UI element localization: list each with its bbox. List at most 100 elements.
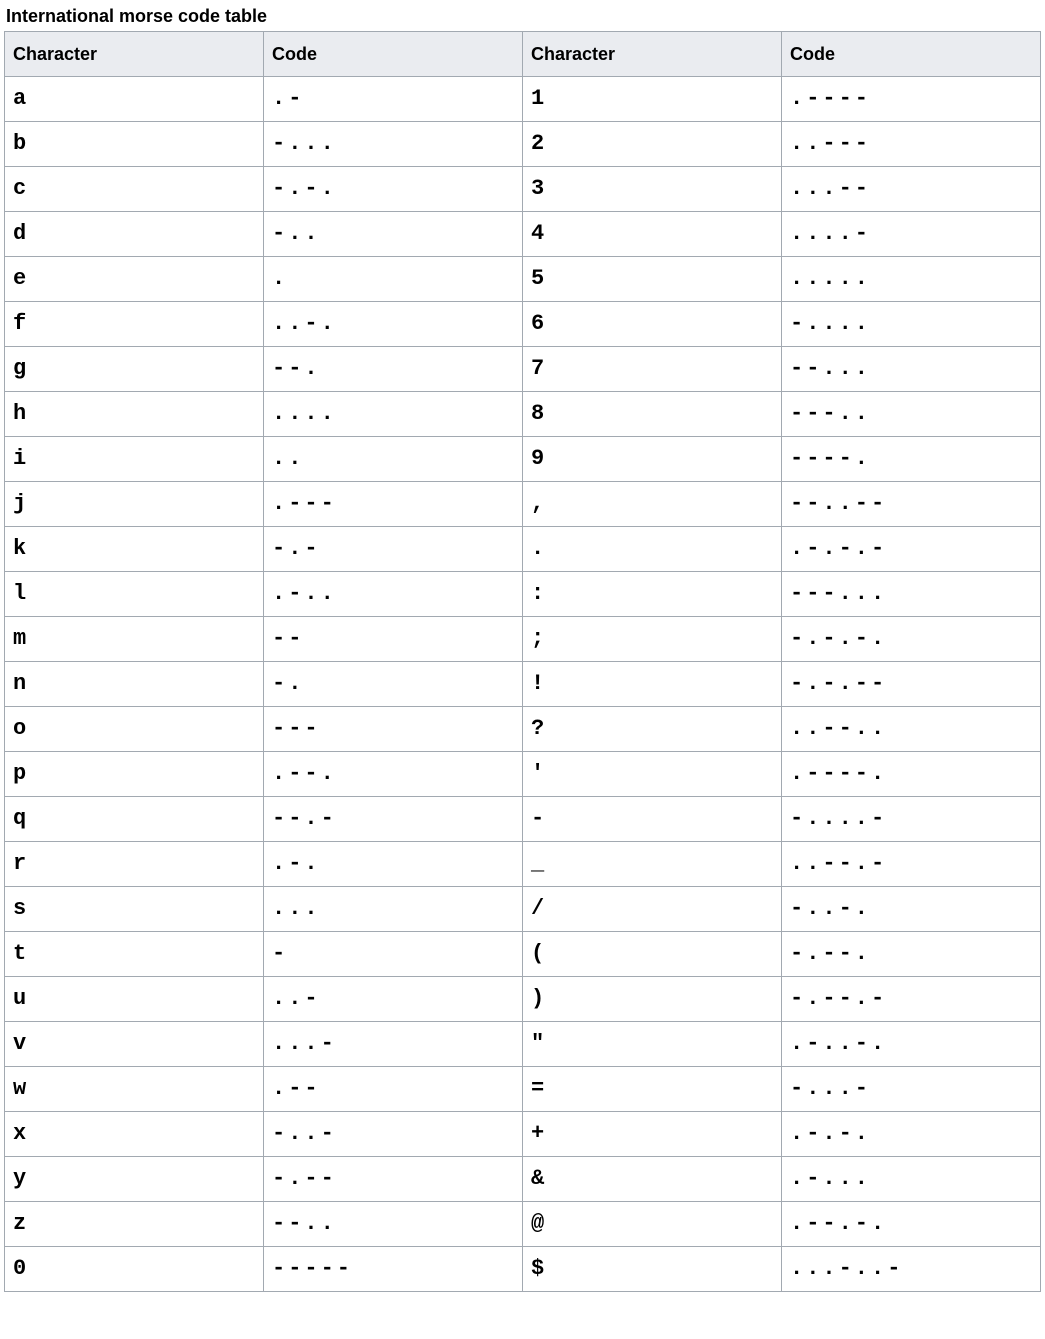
code-cell: --.: [264, 347, 523, 392]
code-cell: -....-: [782, 797, 1041, 842]
code-cell: -.-.: [264, 167, 523, 212]
character-cell: y: [5, 1157, 264, 1202]
table-row: s.../-..-.: [5, 887, 1041, 932]
code-cell: -: [264, 932, 523, 977]
character-cell: h: [5, 392, 264, 437]
code-cell: -...: [264, 122, 523, 167]
character-cell: ?: [523, 707, 782, 752]
table-row: f..-.6-....: [5, 302, 1041, 347]
character-cell: /: [523, 887, 782, 932]
code-cell: ..: [264, 437, 523, 482]
character-cell: &: [523, 1157, 782, 1202]
table-row: c-.-.3...--: [5, 167, 1041, 212]
col-header-character-2: Character: [523, 32, 782, 77]
code-cell: .-..: [264, 572, 523, 617]
table-caption: International morse code table: [4, 4, 1041, 31]
code-cell: --.-: [264, 797, 523, 842]
code-cell: .-.-.-: [782, 527, 1041, 572]
code-cell: -...-: [782, 1067, 1041, 1112]
table-row: k-.-..-.-.-: [5, 527, 1041, 572]
character-cell: =: [523, 1067, 782, 1112]
code-cell: .-...: [782, 1157, 1041, 1202]
code-cell: --: [264, 617, 523, 662]
character-cell: ': [523, 752, 782, 797]
code-cell: --..--: [782, 482, 1041, 527]
character-cell: g: [5, 347, 264, 392]
character-cell: o: [5, 707, 264, 752]
table-row: u..-)-.--.-: [5, 977, 1041, 1022]
code-cell: -.--: [264, 1157, 523, 1202]
character-cell: @: [523, 1202, 782, 1247]
table-row: j.---,--..--: [5, 482, 1041, 527]
character-cell: i: [5, 437, 264, 482]
code-cell: ..--.-: [782, 842, 1041, 887]
col-header-character-1: Character: [5, 32, 264, 77]
code-cell: -----: [264, 1247, 523, 1292]
table-header-row: Character Code Character Code: [5, 32, 1041, 77]
character-cell: n: [5, 662, 264, 707]
code-cell: ...: [264, 887, 523, 932]
character-cell: 2: [523, 122, 782, 167]
code-cell: --..: [264, 1202, 523, 1247]
table-row: x-..-+.-.-.: [5, 1112, 1041, 1157]
code-cell: ---...: [782, 572, 1041, 617]
character-cell: +: [523, 1112, 782, 1157]
table-row: e.5.....: [5, 257, 1041, 302]
character-cell: 4: [523, 212, 782, 257]
character-cell: u: [5, 977, 264, 1022]
character-cell: w: [5, 1067, 264, 1112]
code-cell: -.-: [264, 527, 523, 572]
character-cell: p: [5, 752, 264, 797]
character-cell: s: [5, 887, 264, 932]
character-cell: (: [523, 932, 782, 977]
character-cell: b: [5, 122, 264, 167]
character-cell: r: [5, 842, 264, 887]
code-cell: ---: [264, 707, 523, 752]
code-cell: -....: [782, 302, 1041, 347]
character-cell: !: [523, 662, 782, 707]
character-cell: 6: [523, 302, 782, 347]
table-row: l.-..:---...: [5, 572, 1041, 617]
code-cell: ...--: [782, 167, 1041, 212]
code-cell: -.-.-.: [782, 617, 1041, 662]
character-cell: j: [5, 482, 264, 527]
character-cell: $: [523, 1247, 782, 1292]
table-row: q--.---....-: [5, 797, 1041, 842]
code-cell: -.: [264, 662, 523, 707]
code-cell: .----.: [782, 752, 1041, 797]
table-row: a.-1.----: [5, 77, 1041, 122]
character-cell: v: [5, 1022, 264, 1067]
table-row: r.-._..--.-: [5, 842, 1041, 887]
character-cell: 3: [523, 167, 782, 212]
code-cell: .: [264, 257, 523, 302]
code-cell: .-.-.: [782, 1112, 1041, 1157]
character-cell: t: [5, 932, 264, 977]
character-cell: 0: [5, 1247, 264, 1292]
code-cell: .---: [264, 482, 523, 527]
character-cell: ,: [523, 482, 782, 527]
table-body: a.-1.----b-...2..---c-.-.3...--d-..4....…: [5, 77, 1041, 1292]
character-cell: ": [523, 1022, 782, 1067]
character-cell: _: [523, 842, 782, 887]
code-cell: .--: [264, 1067, 523, 1112]
character-cell: 8: [523, 392, 782, 437]
code-cell: -.-.--: [782, 662, 1041, 707]
table-row: w.--=-...-: [5, 1067, 1041, 1112]
code-cell: .-: [264, 77, 523, 122]
col-header-code-1: Code: [264, 32, 523, 77]
character-cell: .: [523, 527, 782, 572]
table-row: b-...2..---: [5, 122, 1041, 167]
character-cell: f: [5, 302, 264, 347]
code-cell: -.--.-: [782, 977, 1041, 1022]
table-row: i..9----.: [5, 437, 1041, 482]
code-cell: -..-.: [782, 887, 1041, 932]
code-cell: .....: [782, 257, 1041, 302]
code-cell: -..-: [264, 1112, 523, 1157]
table-row: y-.--&.-...: [5, 1157, 1041, 1202]
character-cell: a: [5, 77, 264, 122]
character-cell: -: [523, 797, 782, 842]
character-cell: ): [523, 977, 782, 1022]
code-cell: ----.: [782, 437, 1041, 482]
character-cell: 1: [523, 77, 782, 122]
code-cell: .--.: [264, 752, 523, 797]
